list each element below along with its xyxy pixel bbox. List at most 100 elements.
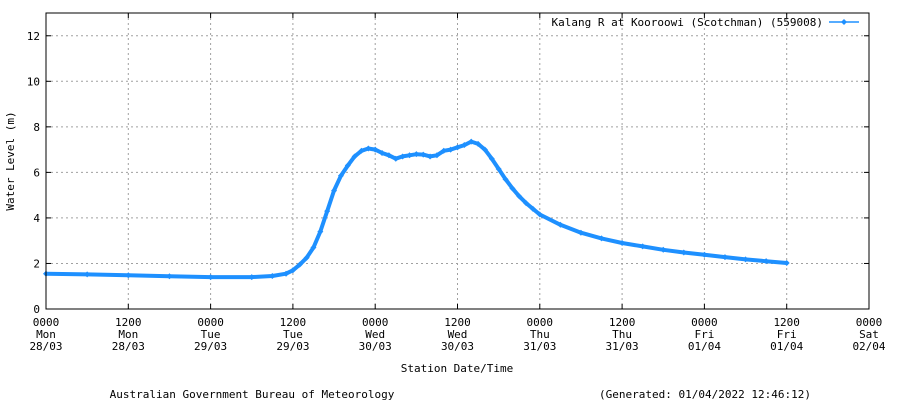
x-tick-date: 01/04 [770,340,803,353]
footer-source: Australian Government Bureau of Meteorol… [110,388,395,401]
data-point [166,273,173,280]
data-point [639,243,646,250]
data-point [680,249,687,256]
data-point [248,274,255,281]
data-point [296,261,303,268]
legend-label: Kalang R at Kooroowi (Scotchman) (559008… [551,16,823,29]
data-point [399,153,406,160]
data-point [502,176,509,183]
data-point [406,152,413,159]
data-point [577,229,584,236]
y-tick-label: 12 [27,30,40,43]
data-point [619,239,626,246]
x-tick-date: 01/04 [688,340,721,353]
x-tick-day: Tue [201,328,221,341]
data-point [303,254,310,261]
data-point [344,162,351,169]
x-tick-label: 1200 Tue 29/03 [276,316,309,353]
y-tick-label: 6 [33,166,40,179]
data-point [488,155,495,162]
footer-generated: (Generated: 01/04/2022 12:46:12) [599,388,811,401]
x-tick-day: Mon [118,328,138,341]
data-point [365,145,372,152]
data-point [289,267,296,274]
data-point [660,246,667,253]
series-layer [43,138,790,281]
data-point [84,271,91,278]
x-tick-date: 30/03 [441,340,474,353]
x-tick-date: 30/03 [359,340,392,353]
x-tick-day: Mon [36,328,56,341]
y-tick-label: 8 [33,121,40,134]
data-point [125,272,132,279]
x-tick-day: Tue [283,328,303,341]
x-tick-time: 1200 [773,316,800,329]
x-tick-date: 02/04 [852,340,885,353]
x-tick-time: 0000 [527,316,554,329]
data-point [495,165,502,172]
data-point [310,244,317,251]
data-point [351,153,358,160]
x-tick-date: 29/03 [276,340,309,353]
x-tick-time: 0000 [197,316,224,329]
data-point [763,258,770,265]
x-tick-label: 1200 Mon 28/03 [112,316,145,353]
data-point [331,187,338,194]
data-point [454,144,461,151]
x-tick-day: Thu [612,328,632,341]
data-point [523,200,530,207]
series-line [44,139,789,280]
data-point [461,142,468,149]
x-tick-date: 29/03 [194,340,227,353]
x-tick-day: Fri [777,328,797,341]
data-point [529,205,536,212]
x-tick-time: 0000 [33,316,60,329]
data-point [481,146,488,153]
data-point [392,155,399,162]
x-tick-day: Wed [448,328,468,341]
x-axis-label: Station Date/Time [401,362,514,375]
x-tick-day: Fri [694,328,714,341]
x-tick-label: 0000 Fri 01/04 [688,316,721,353]
x-tick-date: 28/03 [29,340,62,353]
data-point [337,172,344,179]
legend-swatch-marker [841,19,847,25]
data-point [721,254,728,261]
x-tick-time: 0000 [362,316,389,329]
x-tick-time: 1200 [609,316,636,329]
data-point [317,228,324,235]
x-tick-time: 1200 [115,316,142,329]
x-tick-label: 1200 Thu 31/03 [606,316,639,353]
y-axis-ticks: 0 2 4 6 8 10 12 [27,30,869,316]
x-tick-label: 0000 Mon 28/03 [29,316,62,353]
data-point [379,150,386,157]
y-tick-label: 4 [33,212,40,225]
data-point [385,152,392,159]
data-point [433,152,440,159]
data-point [440,147,447,154]
y-tick-label: 10 [27,75,40,88]
y-tick-label: 0 [33,303,40,316]
x-tick-date: 31/03 [606,340,639,353]
legend: Kalang R at Kooroowi (Scotchman) (559008… [551,16,859,29]
data-point [207,274,214,281]
y-tick-label: 2 [33,257,40,270]
x-tick-label: 0000 Tue 29/03 [194,316,227,353]
data-point [516,193,523,200]
data-point [701,251,708,258]
x-tick-day: Wed [365,328,385,341]
x-tick-day: Thu [530,328,550,341]
x-tick-day: Sat [859,328,879,341]
x-tick-label: 1200 Wed 30/03 [441,316,474,353]
x-tick-time: 0000 [691,316,718,329]
data-point [475,140,482,147]
x-tick-label: 0000 Sat 02/04 [852,316,885,353]
x-tick-date: 28/03 [112,340,145,353]
x-tick-label: 0000 Wed 30/03 [359,316,392,353]
data-point [324,208,331,215]
data-point [283,270,290,277]
x-tick-time: 0000 [856,316,883,329]
x-tick-label: 1200 Fri 01/04 [770,316,803,353]
